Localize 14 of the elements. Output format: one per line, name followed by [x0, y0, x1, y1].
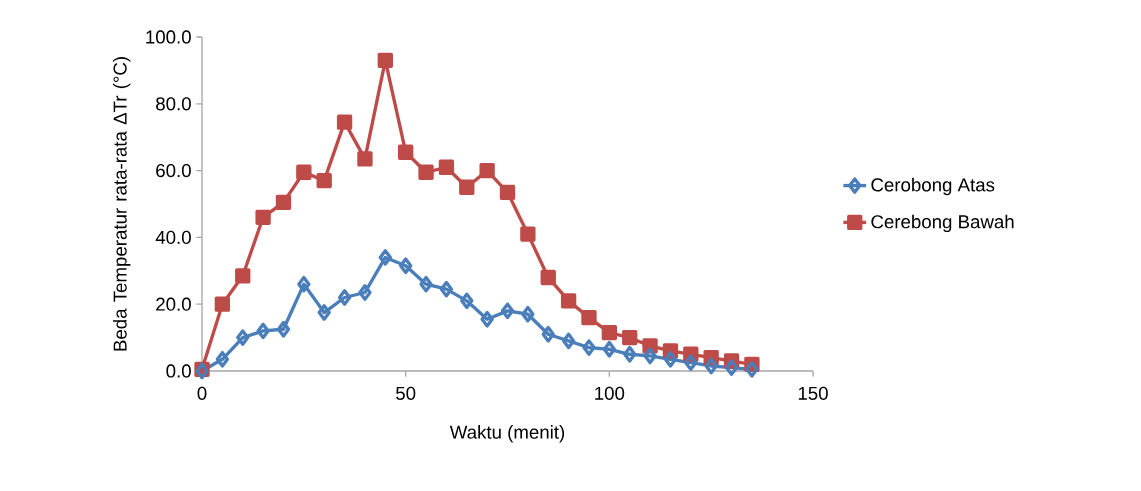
x-tick-label: 0: [197, 386, 207, 400]
y-tick-label: 20.0: [156, 297, 191, 311]
y-axis-title: Beda Temperatur rata-rata ΔTr (°C): [113, 57, 131, 351]
legend-label: Cerebong Bawah: [871, 214, 1014, 233]
legend-label: Cerobong Atas: [871, 177, 995, 196]
x-tick-label: 100: [595, 386, 625, 400]
x-tick-label: 150: [798, 386, 828, 400]
y-tick-label: 60.0: [156, 163, 191, 178]
y-tick-label: 100.0: [146, 30, 191, 44]
y-tick-label: 80.0: [156, 97, 191, 111]
y-tick-label: 0.0: [166, 364, 191, 378]
x-axis-title: Waktu (menit): [449, 425, 565, 443]
y-tick-label: 40.0: [155, 230, 191, 244]
x-tick-label: 50: [396, 386, 416, 400]
